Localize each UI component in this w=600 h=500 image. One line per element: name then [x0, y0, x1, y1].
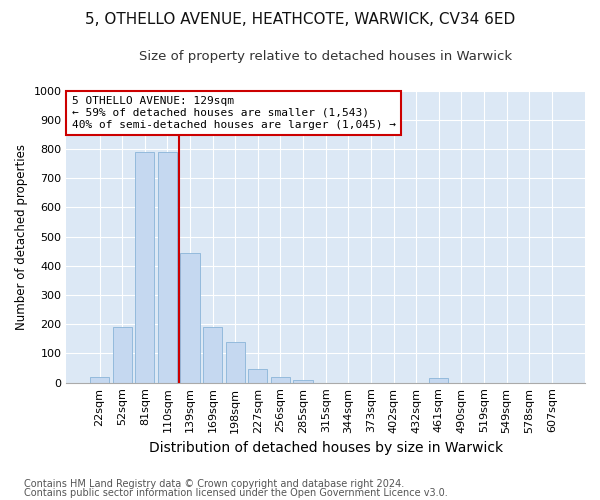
Bar: [226, 342, 245, 382]
Text: Contains HM Land Registry data © Crown copyright and database right 2024.: Contains HM Land Registry data © Crown c…: [24, 479, 404, 489]
X-axis label: Distribution of detached houses by size in Warwick: Distribution of detached houses by size …: [149, 441, 503, 455]
Text: Contains public sector information licensed under the Open Government Licence v3: Contains public sector information licen…: [24, 488, 448, 498]
Bar: [135, 152, 154, 382]
Bar: [293, 380, 313, 382]
Bar: [113, 326, 132, 382]
Bar: [203, 326, 222, 382]
Bar: [158, 152, 177, 382]
Bar: [271, 377, 290, 382]
Bar: [181, 252, 200, 382]
Title: Size of property relative to detached houses in Warwick: Size of property relative to detached ho…: [139, 50, 512, 63]
Bar: [248, 368, 268, 382]
Bar: [429, 378, 448, 382]
Bar: [90, 377, 109, 382]
Text: 5, OTHELLO AVENUE, HEATHCOTE, WARWICK, CV34 6ED: 5, OTHELLO AVENUE, HEATHCOTE, WARWICK, C…: [85, 12, 515, 28]
Text: 5 OTHELLO AVENUE: 129sqm
← 59% of detached houses are smaller (1,543)
40% of sem: 5 OTHELLO AVENUE: 129sqm ← 59% of detach…: [71, 96, 395, 130]
Y-axis label: Number of detached properties: Number of detached properties: [15, 144, 28, 330]
